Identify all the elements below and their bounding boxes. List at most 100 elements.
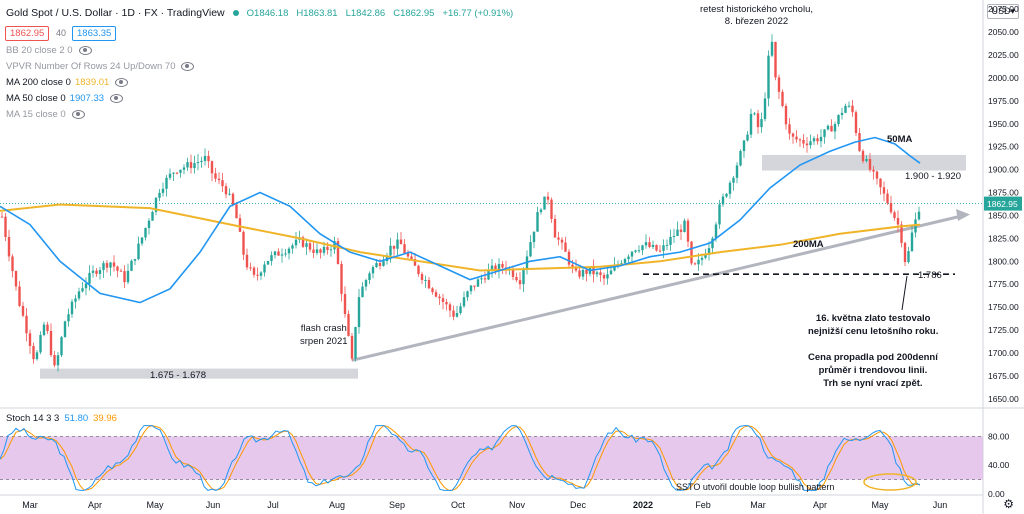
candle-body xyxy=(882,187,886,194)
indicator-label: MA 50 close 0 xyxy=(6,93,66,104)
candle-body xyxy=(403,244,406,253)
indicator-row[interactable]: MA 15 close 0 xyxy=(6,109,85,120)
eye-icon[interactable] xyxy=(71,110,85,119)
ohlc-open: O1846.18 xyxy=(246,7,289,19)
candle-body xyxy=(536,212,539,232)
candle-body xyxy=(123,271,126,283)
candle-body xyxy=(39,335,42,353)
candle-body xyxy=(497,263,501,272)
current-price-label: 1862.95 xyxy=(987,199,1018,209)
candle-body xyxy=(63,321,67,338)
price-axis-label: 1975.00 xyxy=(988,96,1019,106)
indicator-row[interactable]: VPVR Number Of Rows 24 Up/Down 70 xyxy=(6,61,195,72)
current-price-tag xyxy=(984,196,1022,211)
price-axis-label: 1825.00 xyxy=(988,233,1019,243)
candle-body xyxy=(763,98,767,120)
candle-body xyxy=(315,249,319,253)
candle-body xyxy=(347,313,350,336)
candle-body xyxy=(410,256,413,260)
price-axis-label: 1900.00 xyxy=(988,165,1019,175)
candle-body xyxy=(406,252,410,257)
candle-body xyxy=(273,251,277,256)
price-axis-label: 1850.00 xyxy=(988,210,1019,220)
eye-icon[interactable] xyxy=(115,78,129,87)
candle-body xyxy=(130,260,133,271)
candle-body xyxy=(721,196,725,205)
candle-body xyxy=(193,163,196,169)
candle-body xyxy=(532,231,536,243)
indicator-label: VPVR Number Of Rows 24 Up/Down 70 xyxy=(6,61,176,72)
time-axis-label: May xyxy=(871,500,889,510)
currency-selector[interactable]: USD▾ xyxy=(987,4,1019,19)
candle-body xyxy=(399,239,403,245)
annotation-flash-crash: flash crash srpen 2021 xyxy=(300,323,348,347)
candle-body xyxy=(462,297,466,307)
candle-body xyxy=(186,162,189,168)
candle-body xyxy=(74,298,77,302)
candle-body xyxy=(249,267,252,269)
stoch-d-value: 39.96 xyxy=(93,413,117,424)
candle-body xyxy=(658,250,662,252)
candle-body xyxy=(200,160,203,162)
stoch-label: Stoch 14 3 3 xyxy=(6,413,60,424)
currency-label: USD xyxy=(991,6,1011,16)
candle-body xyxy=(907,251,910,263)
candle-body xyxy=(424,279,427,281)
candle-body xyxy=(46,324,49,332)
bid-price[interactable]: 1862.95 xyxy=(5,26,50,41)
candle-body xyxy=(578,270,581,277)
symbol-title[interactable]: Gold Spot / U.S. Dollar · 1D · FX · Trad… xyxy=(6,7,225,19)
candle-body xyxy=(396,239,399,249)
indicator-row[interactable]: BB 20 close 2 0 xyxy=(6,45,92,56)
stoch-band xyxy=(0,436,983,480)
candle-body xyxy=(840,112,844,116)
ma50-line xyxy=(0,136,921,304)
indicator-row[interactable]: MA 50 close 0 1907.33 xyxy=(6,93,124,104)
candle-body xyxy=(539,209,543,213)
candle-body xyxy=(809,141,812,146)
candle-body xyxy=(77,291,81,299)
candle-body xyxy=(686,220,690,242)
gear-icon[interactable]: ⚙ xyxy=(1003,497,1014,511)
candle-body xyxy=(252,267,256,275)
ask-price[interactable]: 1863.35 xyxy=(72,26,117,41)
candle-body xyxy=(259,272,263,276)
candle-body xyxy=(718,204,721,225)
candle-body xyxy=(749,113,753,135)
stoch-axis-label: 0.00 xyxy=(988,489,1005,499)
time-axis-label: Aug xyxy=(329,500,345,510)
indicator-label: BB 20 close 2 0 xyxy=(6,45,73,56)
candle-body xyxy=(739,151,742,166)
candle-body xyxy=(357,297,361,328)
candle-body xyxy=(182,167,186,170)
candle-body xyxy=(564,242,567,252)
candle-body xyxy=(802,139,805,144)
eye-icon[interactable] xyxy=(78,46,92,55)
annotation-zone-high: 1.900 - 1.920 xyxy=(905,171,961,182)
price-axis-label: 2000.00 xyxy=(988,73,1019,83)
candle-body xyxy=(448,304,452,311)
candle-body xyxy=(224,186,228,195)
indicator-row[interactable]: MA 200 close 0 1839.01 xyxy=(6,77,129,88)
candle-body xyxy=(161,188,165,193)
spread-value: 40 xyxy=(56,28,67,38)
candle-body xyxy=(900,224,903,243)
indicator-label: MA 200 close 0 xyxy=(6,77,71,88)
price-axis-label: 1775.00 xyxy=(988,279,1019,289)
candle-body xyxy=(207,155,210,162)
candle-body xyxy=(816,138,819,142)
candle-body xyxy=(767,55,770,99)
eye-icon[interactable] xyxy=(110,94,124,103)
candle-body xyxy=(728,182,732,194)
candle-body xyxy=(812,138,816,142)
candle-body xyxy=(88,272,91,284)
candle-body xyxy=(581,269,585,277)
candle-body xyxy=(189,162,193,169)
ma200-line xyxy=(0,203,921,272)
candle-body xyxy=(105,263,109,268)
candle-body xyxy=(469,285,473,292)
eye-icon[interactable] xyxy=(181,62,195,71)
candle-body xyxy=(60,337,63,356)
candle-body xyxy=(550,199,553,219)
